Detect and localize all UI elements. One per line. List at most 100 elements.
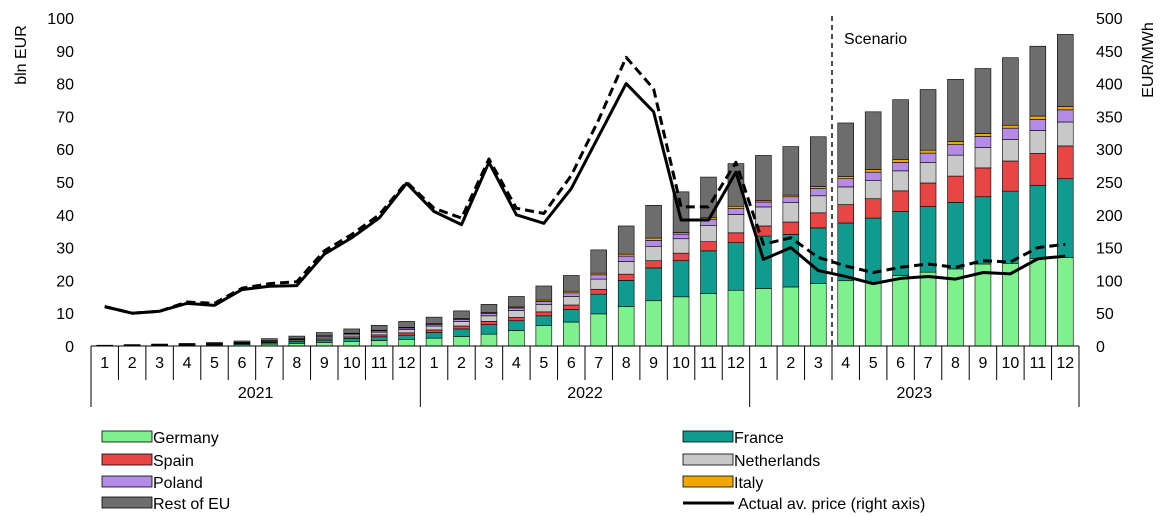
bar-rest-of-eu-25: [782, 146, 800, 196]
x-tick-label-7: 8: [292, 355, 301, 372]
y-tick-label-90: 90: [56, 44, 74, 61]
legend-item-italy-label: Italy: [734, 475, 763, 492]
bar-germany-15: [508, 330, 525, 347]
bar-france-27: [837, 222, 854, 282]
x-tick-label-0: 1: [100, 355, 109, 372]
legend-item-france-label: France: [734, 430, 784, 447]
year-label-2023: 2023: [897, 385, 933, 402]
bar-rest-of-eu-24: [755, 155, 772, 201]
y-tick-label-70: 70: [56, 109, 74, 126]
bar-france-32: [974, 196, 992, 265]
bar-spain-23: [727, 232, 745, 243]
bar-netherlands-14: [480, 315, 498, 322]
x-tick-label-4: 5: [210, 355, 219, 372]
bar-france-15: [508, 320, 525, 331]
y2-axis-title: EUR/MWh: [1140, 22, 1157, 98]
x-tick-label-32: 9: [978, 355, 987, 372]
bar-poland-14: [480, 313, 498, 317]
legend-item-netherlands-swatch: [682, 453, 734, 466]
y-axis-title: bln EUR: [13, 25, 30, 85]
bar-spain-33: [1002, 160, 1019, 192]
bar-germany-32: [974, 263, 992, 347]
bar-rest-of-eu-13: [453, 310, 470, 319]
legend: Germany France Spain Netherlands Poland Italy…: [101, 430, 925, 513]
bar-spain-28: [864, 198, 882, 219]
bar-germany-30: [919, 271, 937, 347]
x-tick-label-5: 6: [237, 355, 246, 372]
bar-germany-11: [398, 339, 415, 347]
legend-item-spain-label: Spain: [153, 453, 194, 470]
bar-spain-15: [508, 317, 525, 322]
scenario-label: Scenario: [844, 31, 907, 48]
bar-netherlands-10: [370, 331, 388, 336]
x-tick-label-3: 4: [183, 355, 192, 372]
bar-poland-35: [1057, 109, 1074, 123]
bar-germany-27: [837, 280, 854, 347]
bar-spain-21: [672, 252, 690, 262]
bar-italy-28: [864, 169, 882, 173]
bar-germany-22: [700, 293, 717, 347]
y2-tick-label-400: 400: [1096, 77, 1123, 94]
bar-france-10: [370, 336, 388, 341]
y2-tick-label-0: 0: [1096, 339, 1105, 356]
bar-spain-19: [617, 273, 635, 281]
y2-tick-label-350: 350: [1096, 109, 1123, 126]
bar-france-18: [590, 293, 607, 315]
legend-item-france-swatch: [682, 430, 734, 443]
bar-rest-of-eu-10: [370, 325, 388, 331]
y-tick-label-60: 60: [56, 142, 74, 159]
bar-netherlands-28: [864, 180, 882, 200]
bar-poland-25: [782, 196, 800, 203]
bar-poland-26: [810, 188, 827, 197]
bar-netherlands-26: [810, 195, 827, 214]
bar-rest-of-eu-5: [233, 340, 251, 343]
bar-rest-of-eu-31: [947, 79, 964, 142]
bar-germany-20: [645, 300, 662, 347]
bar-netherlands-23: [727, 214, 745, 234]
x-tick-label-23: 12: [727, 355, 745, 372]
bar-poland-19: [617, 255, 635, 262]
bar-spain-25: [782, 221, 800, 235]
stacked-bars: [96, 34, 1074, 347]
bar-poland-29: [892, 162, 909, 172]
bar-rest-of-eu-18: [590, 249, 607, 274]
bar-rest-of-eu-16: [535, 285, 553, 301]
bar-rest-of-eu-33: [1002, 57, 1019, 126]
x-tick-label-6: 7: [265, 355, 274, 372]
bar-spain-14: [480, 321, 498, 325]
bar-germany-25: [782, 286, 800, 347]
bar-germany-33: [1002, 263, 1019, 347]
bar-france-22: [700, 250, 717, 294]
y2-tick-label-300: 300: [1096, 142, 1123, 159]
bar-france-20: [645, 267, 662, 302]
bar-italy-30: [919, 149, 937, 154]
bar-france-14: [480, 324, 498, 335]
y2-tick-label-50: 50: [1096, 306, 1114, 323]
bar-germany-12: [425, 337, 443, 347]
bar-spain-31: [947, 175, 964, 203]
bar-france-30: [919, 206, 937, 273]
bar-germany-26: [810, 283, 827, 347]
bar-germany-28: [864, 282, 882, 347]
x-tick-label-17: 6: [567, 355, 576, 372]
price-lines: [104, 55, 1066, 315]
bar-rest-of-eu-11: [398, 321, 415, 328]
bar-rest-of-eu-35: [1057, 34, 1074, 107]
bar-netherlands-25: [782, 202, 800, 223]
bar-spain-30: [919, 182, 937, 207]
bar-rest-of-eu-3: [178, 343, 196, 345]
legend-item-germany-swatch: [101, 430, 153, 443]
bar-poland-27: [837, 178, 854, 188]
bar-germany-29: [892, 275, 909, 347]
bar-spain-29: [892, 190, 909, 212]
x-tick-label-35: 12: [1056, 355, 1074, 372]
bar-netherlands-31: [947, 154, 964, 177]
bar-italy-31: [947, 141, 964, 145]
x-tick-label-26: 3: [814, 355, 823, 372]
bar-rest-of-eu-4: [206, 342, 223, 344]
bar-spain-32: [974, 167, 992, 198]
bar-netherlands-17: [563, 296, 580, 306]
bar-netherlands-30: [919, 162, 937, 184]
axes: 0 10 20 30 40 50 60 70 80 90 100 0 50 100 150 200 250 300…: [47, 11, 1123, 407]
y-tick-label-100: 100: [47, 11, 74, 28]
